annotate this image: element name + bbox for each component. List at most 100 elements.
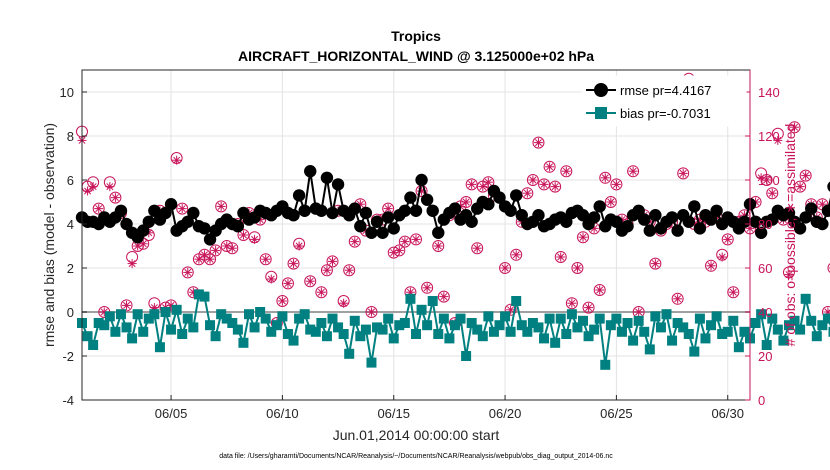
bias-point: [449, 320, 460, 331]
obs-possible-marker: [276, 295, 289, 307]
obs-possible-marker: [215, 200, 228, 213]
rmse-point: [365, 226, 378, 239]
rmse-point: [504, 204, 517, 217]
bias-point: [733, 342, 744, 353]
obs-assimilated-marker: [110, 193, 120, 203]
rmse-series: [75, 165, 830, 246]
bias-point: [683, 329, 694, 339]
x-tick-label: 06/10: [266, 406, 299, 421]
rmse-point: [688, 200, 701, 213]
obs-possible-marker: [237, 229, 250, 241]
obs-possible-marker: [577, 231, 589, 244]
bias-point: [154, 342, 165, 353]
bias-point: [355, 331, 366, 342]
x-tick-label: 06/15: [377, 406, 410, 421]
obs-possible-marker: [421, 281, 434, 294]
bias-point: [238, 337, 249, 348]
obs-possible-marker: [365, 306, 378, 318]
bias-point: [461, 351, 472, 361]
obs-possible-marker: [281, 277, 294, 290]
obs-assimilated-marker: [289, 259, 299, 269]
obs-assimilated-marker: [439, 292, 449, 302]
rmse-point: [532, 209, 545, 222]
asterisk-stroke: [540, 180, 548, 188]
obs-assimilated-marker: [795, 182, 805, 192]
bias-point: [711, 311, 722, 322]
rmse-point: [465, 215, 478, 228]
bias-point: [188, 322, 199, 333]
asterisk-stroke: [328, 257, 337, 265]
rmse-point: [693, 222, 707, 235]
asterisk-stroke: [534, 139, 542, 147]
asterisk-stroke: [340, 299, 348, 307]
obs-possible-marker: [560, 165, 573, 178]
rmse-point: [671, 224, 684, 237]
asterisk-stroke: [367, 308, 375, 316]
obs-possible-marker: [705, 259, 718, 272]
bias-point: [416, 304, 427, 315]
rmse-point: [187, 206, 200, 220]
y2-tick-label: 20: [758, 349, 772, 364]
obs-possible-marker: [504, 303, 517, 316]
asterisk-stroke: [529, 176, 537, 184]
bias-point: [616, 326, 627, 337]
rmse-point: [593, 200, 606, 213]
right-axis: 0 20 40 60 80 100 120 140: [745, 70, 780, 408]
asterisk-stroke: [679, 169, 687, 177]
bias-point: [811, 331, 822, 342]
bias-point: [472, 324, 483, 335]
obs-assimilated-marker: [250, 234, 260, 244]
asterisk-stroke: [568, 299, 576, 307]
bias-point: [527, 318, 538, 328]
obs-assimilated-marker: [344, 265, 354, 275]
bias-point: [282, 329, 293, 339]
obs-possible-marker: [554, 251, 567, 263]
bias-point: [411, 329, 421, 339]
asterisk-stroke: [757, 174, 765, 182]
rmse-point: [409, 204, 423, 217]
bias-point: [561, 329, 572, 339]
y-tick-label: -4: [62, 393, 74, 408]
asterisk-stroke: [139, 240, 147, 248]
rmse-point: [587, 211, 601, 224]
bias-point: [533, 322, 544, 333]
obs-possible-marker: [398, 235, 411, 248]
obs-possible-marker: [437, 290, 450, 303]
obs-assimilated-marker: [650, 259, 660, 269]
bias-point: [349, 315, 360, 326]
bias-point: [622, 318, 633, 328]
obs-assimilated-marker: [216, 201, 226, 211]
bias-point: [321, 331, 332, 342]
bias-point: [277, 311, 288, 322]
asterisk-stroke: [184, 268, 192, 276]
rmse-point: [665, 211, 679, 224]
asterisk-stroke: [384, 205, 392, 213]
obs-assimilated-marker: [350, 237, 360, 247]
bias-point: [310, 326, 321, 337]
rmse-point: [287, 209, 300, 222]
rmse-point: [766, 213, 779, 226]
rmse-point: [805, 202, 818, 215]
obs-assimilated-marker: [550, 182, 560, 192]
rmse-point: [638, 213, 651, 226]
rmse-point: [510, 189, 523, 202]
asterisk-stroke: [228, 244, 236, 252]
asterisk-stroke: [562, 167, 570, 175]
obs-assimilated-marker: [177, 204, 187, 214]
obs-possible-marker: [499, 262, 512, 274]
asterisk-stroke: [123, 301, 131, 309]
bias-point: [539, 333, 550, 344]
rmse-point: [649, 209, 662, 222]
bias-point: [366, 357, 377, 368]
x-tick-label: 06/20: [489, 406, 522, 421]
rmse-point: [387, 222, 400, 235]
bias-point: [594, 313, 605, 324]
asterisk-stroke: [585, 304, 593, 312]
obs-possible-marker: [348, 235, 361, 248]
bias-point: [427, 296, 438, 306]
asterisk-stroke: [785, 271, 793, 279]
asterisk-stroke: [440, 293, 448, 301]
obs-assimilated-marker: [545, 162, 555, 172]
rmse-point: [326, 206, 339, 220]
obs-possible-marker: [727, 286, 740, 299]
